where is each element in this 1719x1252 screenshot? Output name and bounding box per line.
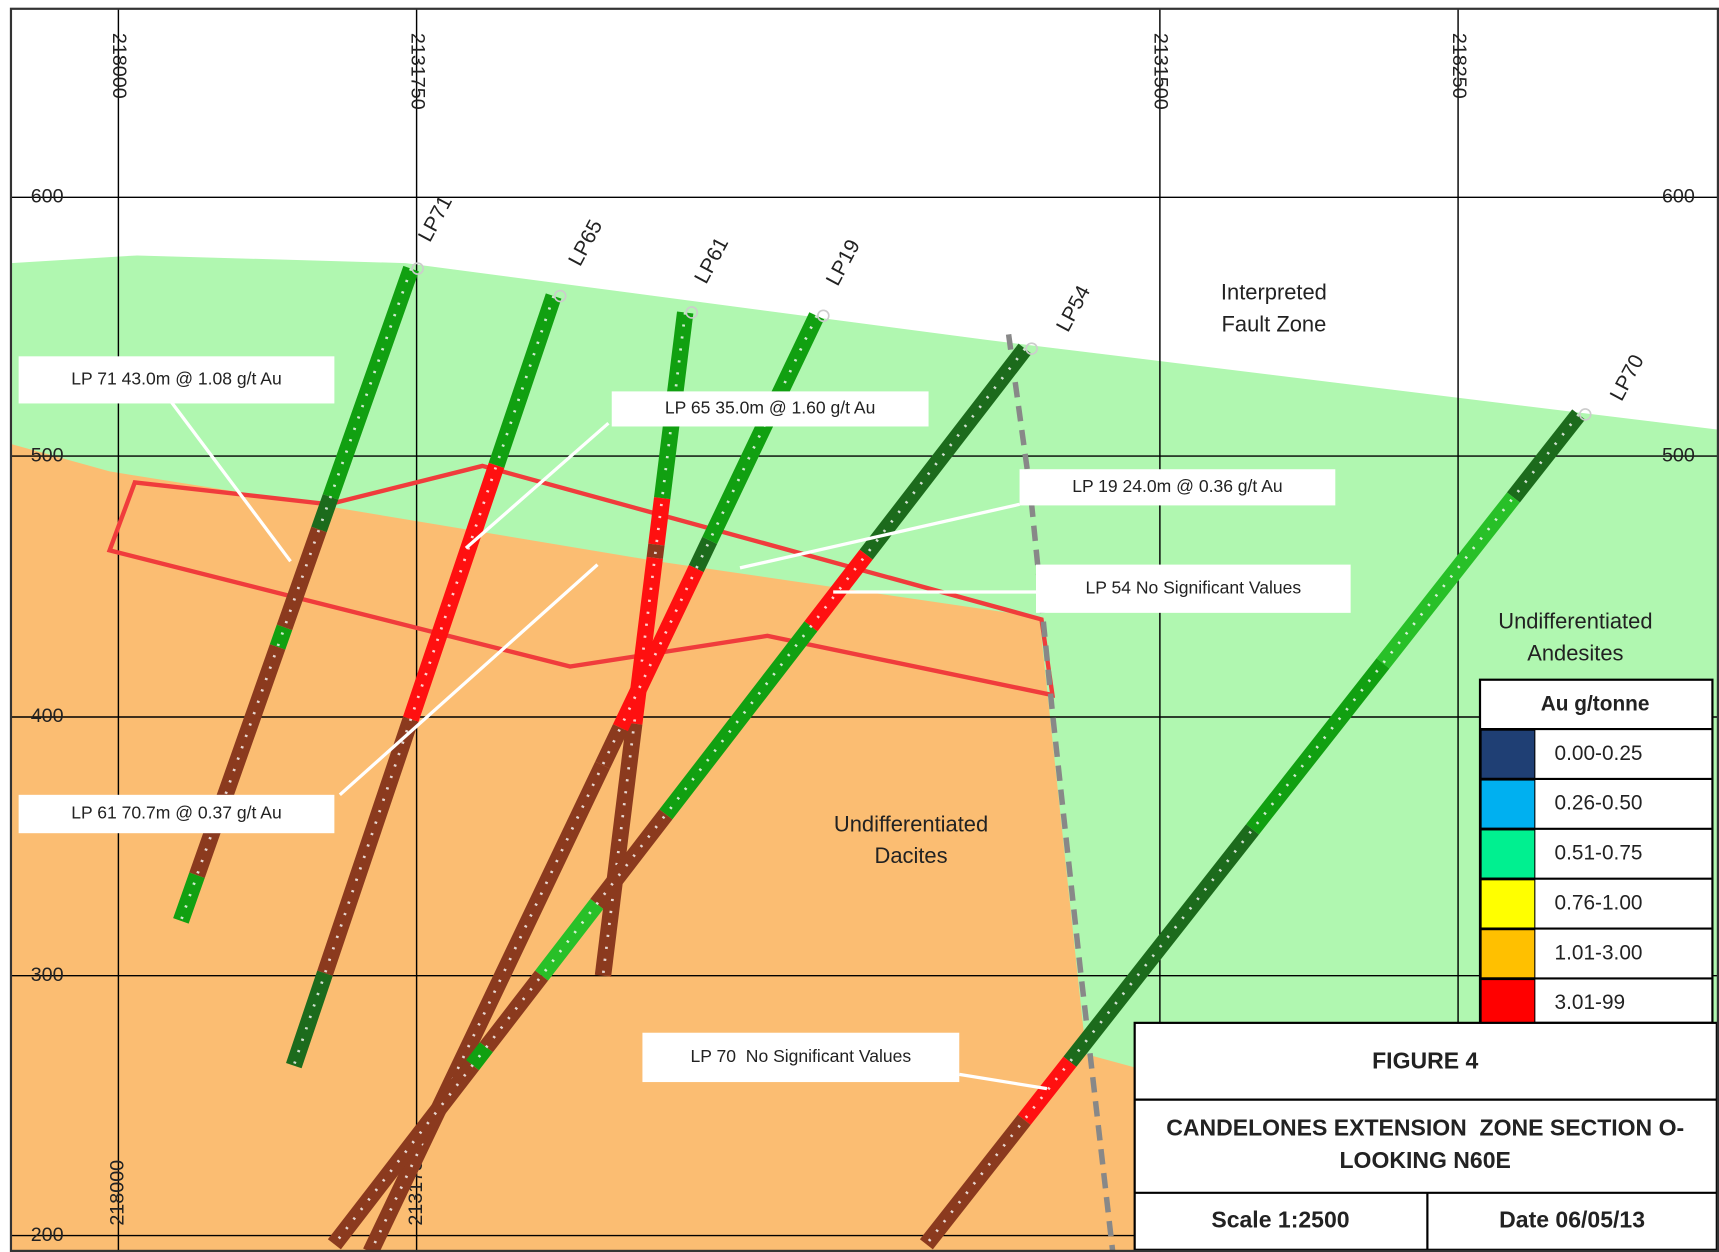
legend-swatch: [1480, 879, 1536, 929]
callout-leader: [168, 399, 292, 563]
hole-interval: [488, 293, 562, 468]
zone-label: Undifferentiated: [1498, 609, 1652, 634]
figure-title: LOOKING N60E: [1340, 1147, 1511, 1173]
hole-trace: [333, 347, 1027, 1246]
legend-label: 0.00-0.25: [1555, 742, 1643, 765]
legend: Au g/tonne 0.00-0.25 0.26-0.50 0.51-0.75 0.7…: [1478, 678, 1714, 1029]
hole-interval: [1376, 492, 1520, 669]
legend-swatch: [1480, 829, 1536, 879]
elevation-label: 500: [1662, 444, 1695, 466]
easting-label: 218000: [107, 1160, 129, 1226]
collar: [817, 309, 830, 323]
callouts: LP 71 43.0m @ 1.08 g/t Au LP 65 35.0m @ 1…: [18, 356, 1351, 1091]
title-block-frame: [1133, 1021, 1718, 1251]
legend-label: 0.76-1.00: [1555, 891, 1643, 914]
legend-swatch: [1480, 779, 1536, 829]
collar: [1578, 408, 1592, 421]
elevation-label: 500: [31, 444, 64, 466]
hole-interval: [535, 898, 604, 981]
callout-text: LP 70 No Significant Values: [691, 1046, 912, 1066]
fault-trace: [1005, 334, 1116, 1252]
hole-interval: [1017, 1056, 1077, 1125]
hole-interval: [702, 312, 825, 544]
hole-interval: [402, 462, 505, 722]
hole-interval: [479, 970, 549, 1053]
legend-label: 0.51-0.75: [1555, 842, 1643, 865]
hole-interval: [590, 809, 673, 909]
zone-label: Undifferentiated: [834, 811, 988, 836]
elevation-label: 200: [31, 1224, 64, 1246]
callout-leader: [739, 502, 1020, 570]
callout-leader: [338, 563, 599, 797]
legend-label: 1.01-3.00: [1555, 941, 1643, 964]
elevation-label: 300: [31, 964, 64, 986]
callout-box: [18, 794, 335, 834]
collar: [553, 289, 567, 303]
easting-label: 2131750: [406, 33, 428, 110]
figure-number: FIGURE 4: [1372, 1047, 1478, 1073]
hole-interval: [269, 624, 293, 650]
callout-text: LP 61 70.7m @ 0.37 g/t Au: [71, 803, 281, 823]
hole-interval: [659, 621, 818, 820]
callout-leader: [958, 1072, 1048, 1091]
hole-interval: [189, 644, 286, 878]
elevation-label: 400: [31, 705, 64, 727]
legend-swatch: [1480, 929, 1536, 979]
collar: [1025, 342, 1038, 355]
callout-text: LP 19 24.0m @ 0.36 g/t Au: [1072, 476, 1282, 496]
hole-trace: [369, 315, 818, 1252]
collar: [411, 262, 424, 275]
mineralized-envelope: [106, 463, 1056, 698]
hole-interval: [594, 722, 643, 977]
collar: [685, 306, 699, 319]
legend-swatch: [1480, 729, 1536, 779]
legend-swatch: [1480, 979, 1536, 1029]
callout-text: LP 65 35.0m @ 1.60 g/t Au: [665, 398, 875, 418]
scale: Scale 1:2500: [1211, 1206, 1349, 1232]
callout-box: [642, 1032, 960, 1083]
frame: [9, 7, 1719, 1252]
hole-interval: [363, 761, 610, 1252]
callout-leader: [464, 421, 610, 550]
legend-label: 0.26-0.50: [1555, 792, 1643, 815]
callout-text: LP 54 No Significant Values: [1085, 577, 1301, 597]
hole-trace: [292, 295, 555, 1067]
callout-box: [18, 356, 335, 404]
zone-label: Fault Zone: [1222, 311, 1327, 336]
zone-label: Andesites: [1527, 640, 1623, 665]
elevation-label: 600: [31, 186, 64, 208]
hole-interval: [311, 494, 339, 533]
easting-label: 2131500: [1150, 33, 1172, 110]
easting-label: 218000: [108, 33, 130, 99]
elevation-label: 600: [1662, 186, 1695, 208]
easting-label: 218250: [1448, 33, 1470, 99]
zone-label: Dacites: [875, 843, 948, 868]
hole-interval: [646, 543, 665, 559]
hole-interval: [859, 343, 1032, 560]
legend-label: 3.01-99: [1555, 991, 1626, 1014]
hole-interval: [595, 724, 628, 769]
hole-interval: [919, 1114, 1031, 1250]
legend-title: Au g/tonne: [1541, 692, 1650, 715]
callout-box: [1036, 564, 1351, 613]
figure-title: CANDELONES EXTENSION ZONE SECTION O-: [1166, 1114, 1684, 1140]
callout-box: [1019, 469, 1336, 506]
title-block: FIGURE 4 CANDELONES EXTENSION ZONE SECTI…: [1133, 1021, 1718, 1251]
callout-box: [611, 391, 929, 427]
hole-interval: [1506, 409, 1586, 503]
hole-interval: [612, 564, 704, 732]
zone-label: Interpreted: [1221, 280, 1327, 305]
callout-text: LP 71 43.0m @ 1.08 g/t Au: [71, 369, 281, 389]
date: Date 06/05/13: [1499, 1206, 1645, 1232]
